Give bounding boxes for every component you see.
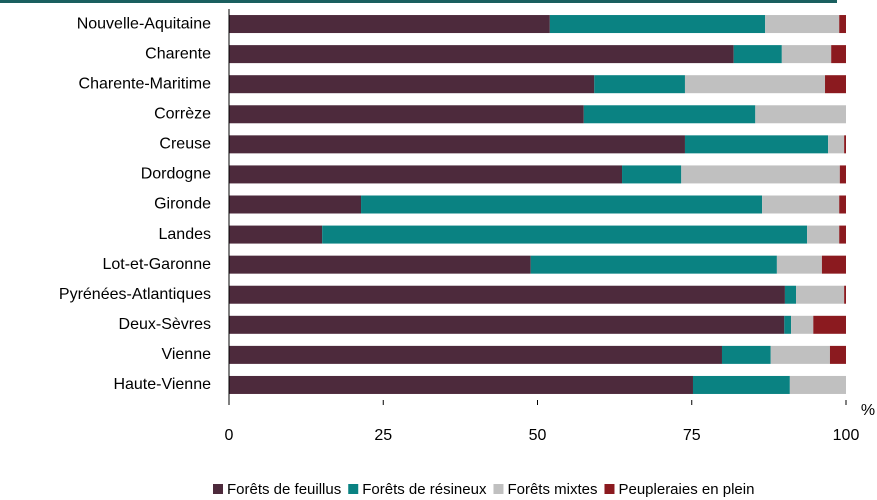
bar-segment xyxy=(721,345,771,364)
bar-segment xyxy=(684,135,829,154)
legend-swatch xyxy=(604,484,615,494)
y-tick-label: Pyrénées-Atlantiques xyxy=(59,286,211,303)
bar-segment xyxy=(825,75,846,94)
bar-segment xyxy=(770,345,830,364)
top-border xyxy=(0,0,837,3)
bar-segment xyxy=(229,45,734,64)
bar-segment xyxy=(229,225,323,244)
bar-segment xyxy=(733,45,782,64)
bar-segment xyxy=(839,15,846,34)
bar-segment xyxy=(322,225,808,244)
bar-segment xyxy=(229,345,722,364)
bar-segment xyxy=(829,345,846,364)
y-tick-label: Nouvelle-Aquitaine xyxy=(77,15,211,32)
legend-label: Forêts de feuillus xyxy=(227,481,341,498)
y-tick-label: Deux-Sèvres xyxy=(119,316,211,333)
bar-segment xyxy=(828,135,845,154)
bar-segment xyxy=(684,75,826,94)
bar-segment xyxy=(229,135,685,154)
y-tick-label: Charente-Maritime xyxy=(79,75,212,92)
legend-swatch xyxy=(348,484,359,494)
y-tick-label: Gironde xyxy=(154,196,211,213)
y-tick-label: Haute-Vienne xyxy=(113,376,211,393)
bar-segment xyxy=(839,165,846,184)
y-tick-label: Lot-et-Garonne xyxy=(102,256,211,273)
legend-swatch xyxy=(493,484,504,494)
x-tick-label: 25 xyxy=(374,427,392,444)
bar-segment xyxy=(229,165,623,184)
bar-segment xyxy=(831,45,846,64)
bar-segment xyxy=(789,375,846,394)
bar-segment xyxy=(807,225,840,244)
y-tick-label: Landes xyxy=(159,226,212,243)
bar-segment xyxy=(839,225,846,244)
bar-segment xyxy=(549,15,766,34)
y-tick-label: Vienne xyxy=(161,346,211,363)
bar-segment xyxy=(594,75,685,94)
bar-segment xyxy=(530,255,777,274)
bar-segment xyxy=(784,285,797,304)
x-tick-label: 75 xyxy=(683,427,701,444)
bar-segment xyxy=(229,15,550,34)
bar-segment xyxy=(813,315,846,334)
bar-segment xyxy=(784,315,792,334)
bar-segment xyxy=(791,315,814,334)
bar-segment xyxy=(229,75,595,94)
bar-segment xyxy=(229,375,693,394)
bar-segment xyxy=(361,195,763,214)
bar-segment xyxy=(762,195,840,214)
bar-segment xyxy=(821,255,846,274)
bar-segment xyxy=(229,285,785,304)
x-tick-label: 100 xyxy=(833,427,860,444)
y-tick-label: Corrèze xyxy=(154,105,211,122)
bar-segment xyxy=(583,105,756,124)
x-axis-label: % xyxy=(861,402,875,419)
bar-segment xyxy=(781,45,832,64)
bar-segment xyxy=(765,15,840,34)
y-tick-label: Charente xyxy=(145,45,211,62)
bar-segment xyxy=(622,165,682,184)
x-tick-label: 0 xyxy=(225,427,234,444)
legend-label: Forêts de résineux xyxy=(362,481,487,498)
bar-segment xyxy=(229,195,362,214)
bar-segment xyxy=(796,285,845,304)
bar-segment xyxy=(844,135,846,154)
bar-segment xyxy=(229,315,785,334)
y-tick-label: Dordogne xyxy=(141,166,211,183)
legend-label: Peupleraies en plein xyxy=(618,481,754,498)
bar-segment xyxy=(776,255,822,274)
bar-segment xyxy=(681,165,840,184)
bar-segment xyxy=(229,255,531,274)
legend-label: Forêts mixtes xyxy=(507,481,597,498)
bar-segment xyxy=(229,105,584,124)
legend-swatch xyxy=(213,484,223,494)
bar-segment xyxy=(839,195,846,214)
bar-segment xyxy=(692,375,790,394)
bar-segment xyxy=(844,285,846,304)
x-tick-label: 50 xyxy=(529,427,547,444)
bar-segment xyxy=(755,105,846,124)
y-tick-label: Creuse xyxy=(159,136,211,153)
